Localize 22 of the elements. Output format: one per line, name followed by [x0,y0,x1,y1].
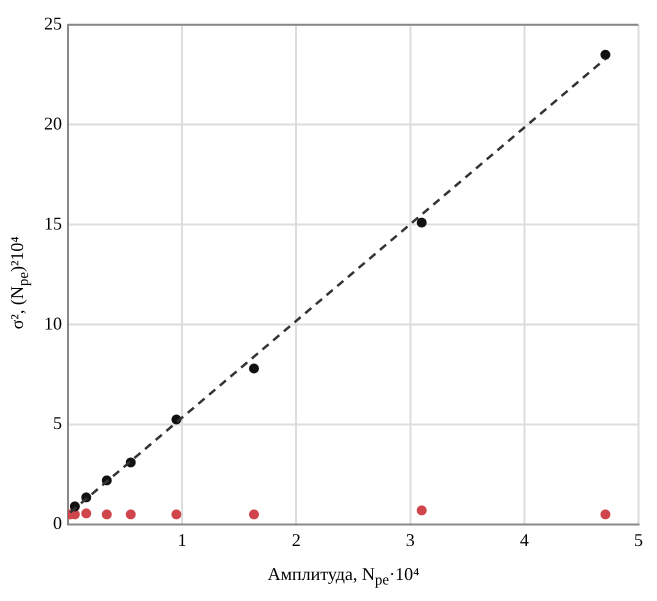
y-tick-label: 20 [44,113,62,134]
point [102,509,112,520]
point [81,508,92,518]
x-tick-label: 5 [634,530,643,550]
point [600,509,610,520]
point [248,509,259,520]
y-tick-label: 25 [44,14,62,34]
x-axis-title: Амплитуда, N$_{pe}$·10⁴ [266,564,420,590]
y-tick-label: 10 [44,313,62,334]
point [416,218,427,228]
x-tick-label: 1 [178,530,187,550]
point [600,50,610,60]
point [416,505,427,516]
y-tick-label: 0 [53,513,62,534]
x-tick-label: 2 [292,530,301,550]
point [126,509,136,520]
point [248,364,259,374]
x-tick-label: 3 [406,530,415,550]
y-tick-label: 5 [53,413,62,434]
y-tick-label: 15 [44,213,62,234]
x-tick-label: 4 [520,530,529,550]
point [171,509,182,520]
